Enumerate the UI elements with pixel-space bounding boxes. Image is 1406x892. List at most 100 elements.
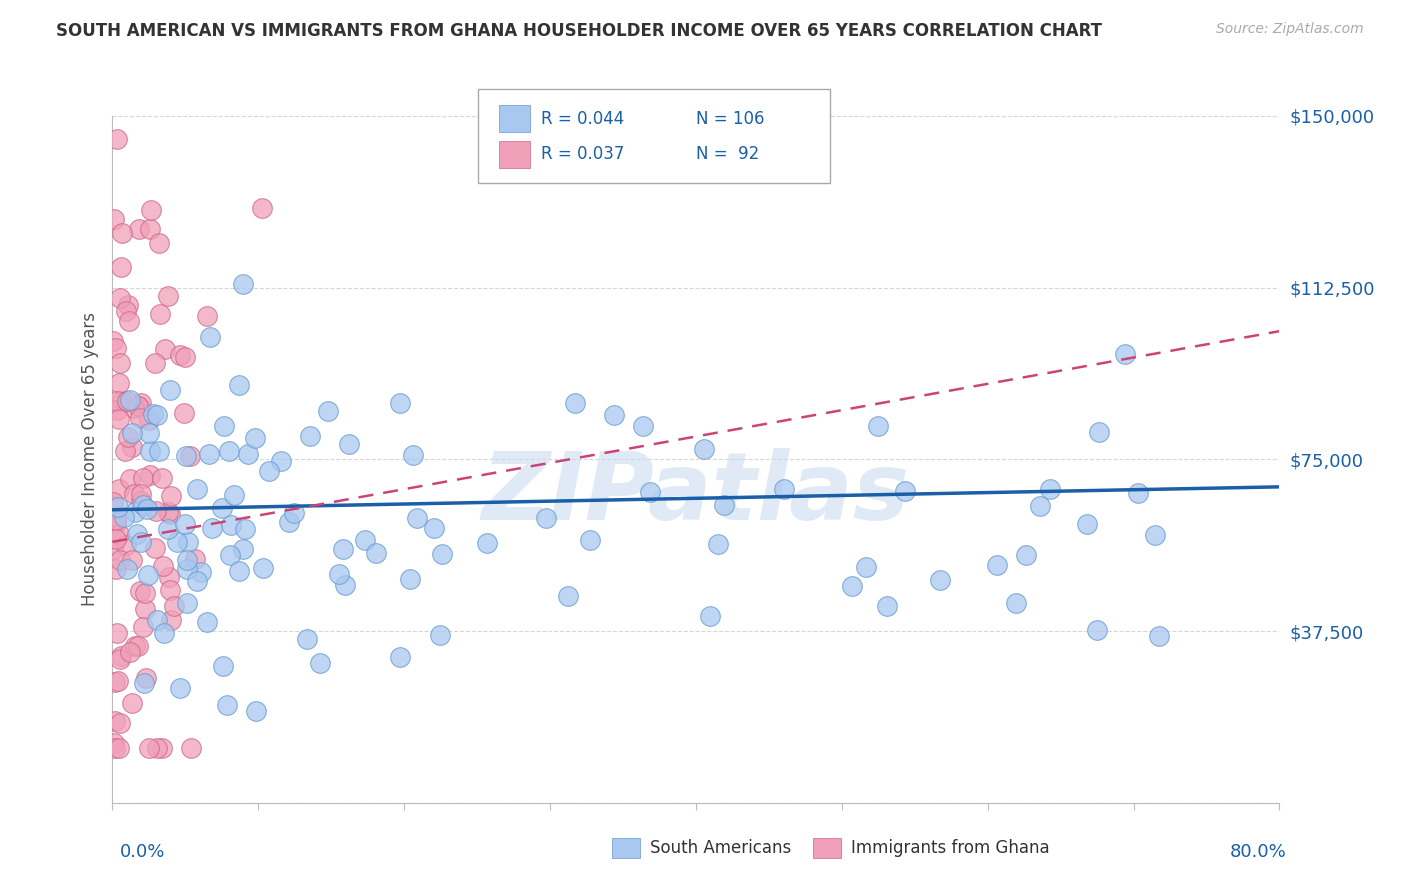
Point xyxy=(160,613,183,627)
Point xyxy=(152,626,174,640)
Point xyxy=(118,472,141,486)
Point xyxy=(110,648,132,663)
Point xyxy=(104,516,127,530)
Point xyxy=(138,425,160,440)
Point xyxy=(139,468,162,483)
Point xyxy=(270,454,292,468)
Point xyxy=(117,562,139,576)
Point xyxy=(105,513,128,527)
Point xyxy=(212,418,235,433)
Point xyxy=(110,260,132,274)
Point xyxy=(228,564,250,578)
Point xyxy=(332,541,354,556)
Point xyxy=(283,506,305,520)
Point xyxy=(128,222,150,236)
Point xyxy=(169,681,191,695)
Point xyxy=(135,502,157,516)
Point xyxy=(111,226,134,240)
Point xyxy=(215,698,238,712)
Point xyxy=(150,471,173,485)
Point xyxy=(707,537,730,551)
Point xyxy=(876,599,898,614)
Point xyxy=(124,487,146,501)
Point xyxy=(148,235,170,250)
Point xyxy=(121,425,143,440)
Point xyxy=(108,716,131,731)
Point xyxy=(228,377,250,392)
Point xyxy=(124,639,146,653)
Point xyxy=(128,410,150,425)
Point xyxy=(201,520,224,534)
Point xyxy=(176,562,198,576)
Text: 0.0%: 0.0% xyxy=(120,843,165,861)
Point xyxy=(111,393,134,408)
Point xyxy=(139,444,162,458)
Point xyxy=(108,740,131,755)
Point xyxy=(277,516,299,530)
Point xyxy=(108,482,131,496)
Point xyxy=(160,489,183,503)
Point xyxy=(198,330,221,344)
Point xyxy=(195,615,218,630)
Point xyxy=(713,498,735,512)
Text: N =  92: N = 92 xyxy=(696,145,759,163)
Point xyxy=(157,505,180,519)
Point xyxy=(149,307,172,321)
Point xyxy=(101,334,124,349)
Point xyxy=(406,511,429,525)
Point xyxy=(103,211,125,226)
Point xyxy=(1014,548,1036,562)
Point xyxy=(157,523,180,537)
Point xyxy=(236,447,259,461)
Point xyxy=(173,516,195,531)
Point xyxy=(108,526,131,541)
Point xyxy=(245,704,267,718)
Point xyxy=(855,559,877,574)
Point xyxy=(1085,624,1108,638)
Point xyxy=(105,626,128,640)
Point xyxy=(174,449,197,463)
Point xyxy=(578,533,600,547)
Point xyxy=(124,505,146,519)
Point xyxy=(184,552,207,566)
Point xyxy=(120,645,142,659)
Point xyxy=(316,404,339,418)
Point xyxy=(335,577,357,591)
Point xyxy=(108,651,131,665)
Point xyxy=(104,342,127,356)
Point xyxy=(132,676,155,690)
Point xyxy=(108,376,131,390)
Point xyxy=(105,132,128,146)
Point xyxy=(163,599,186,614)
Point xyxy=(145,613,167,627)
Point xyxy=(101,495,124,509)
Point xyxy=(107,500,129,514)
Point xyxy=(1147,629,1170,643)
Point xyxy=(152,740,174,755)
Point xyxy=(134,586,156,600)
Text: R = 0.044: R = 0.044 xyxy=(541,110,624,128)
Point xyxy=(219,517,242,532)
Point xyxy=(190,565,212,579)
Y-axis label: Householder Income Over 65 years: Householder Income Over 65 years xyxy=(80,312,98,607)
Point xyxy=(224,488,246,502)
Point xyxy=(152,559,174,574)
Point xyxy=(117,298,139,312)
Point xyxy=(699,608,721,623)
Point xyxy=(638,485,661,500)
Point xyxy=(894,484,917,499)
Point xyxy=(120,393,142,408)
Point xyxy=(129,535,152,549)
Point xyxy=(243,431,266,445)
Point xyxy=(132,498,155,512)
Point xyxy=(127,639,149,653)
Point xyxy=(841,579,863,593)
Point xyxy=(219,548,242,562)
Point xyxy=(173,406,195,420)
Point xyxy=(159,583,181,598)
Point xyxy=(103,736,125,750)
Point xyxy=(195,309,218,323)
Point xyxy=(218,443,240,458)
Point xyxy=(129,583,152,598)
Point xyxy=(159,383,181,397)
